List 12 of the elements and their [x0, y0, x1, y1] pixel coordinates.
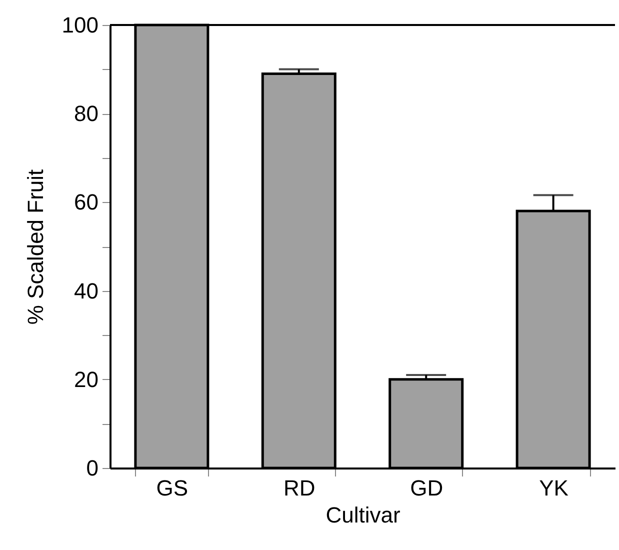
x-tick-label: YK — [539, 476, 569, 500]
y-tick-label: 100 — [62, 12, 98, 38]
y-tick-label: 40 — [74, 278, 98, 304]
x-tick-label: GD — [410, 476, 444, 500]
y-tick-label: 80 — [74, 101, 98, 126]
y-axis-title: % Scalded Fruit — [22, 169, 48, 325]
x-tick-label: GS — [156, 476, 188, 500]
y-tick-label: 60 — [74, 190, 98, 215]
y-tick-label: 0 — [86, 456, 98, 480]
x-axis-title: Cultivar — [326, 502, 400, 528]
x-tick-label: RD — [284, 476, 316, 500]
y-tick-label: 20 — [74, 366, 98, 392]
